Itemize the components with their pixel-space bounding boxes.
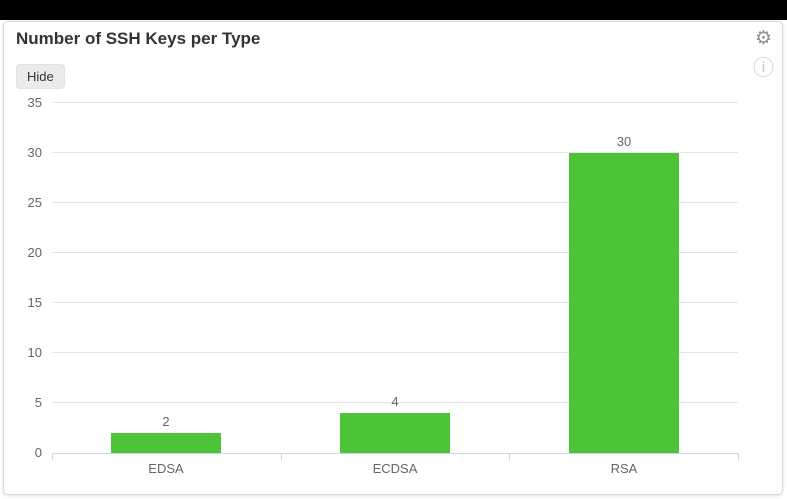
y-gridline: [52, 152, 738, 153]
x-axis-tick: [281, 453, 282, 460]
bar-ecdsa[interactable]: [340, 413, 450, 453]
bar-edsa[interactable]: [111, 433, 221, 453]
y-axis-label: 25: [27, 195, 42, 210]
y-axis-label: 15: [27, 295, 42, 310]
y-axis-label: 0: [34, 445, 42, 460]
x-axis-line: [52, 453, 739, 454]
chart-title: Number of SSH Keys per Type: [16, 29, 261, 48]
x-axis-tick: [52, 453, 53, 460]
info-icon[interactable]: ⓘ: [753, 57, 774, 80]
bar-value-label: 30: [616, 134, 632, 149]
y-gridline: [52, 202, 738, 203]
x-axis-label: EDSA: [148, 461, 184, 476]
x-axis-label: RSA: [610, 461, 638, 476]
y-axis-label: 10: [27, 345, 42, 360]
window-top-bar: [0, 0, 787, 20]
y-gridline: [52, 402, 738, 403]
y-axis-label: 35: [27, 95, 42, 110]
x-axis-tick: [509, 453, 510, 460]
y-gridline: [52, 352, 738, 353]
y-axis-label: 30: [27, 145, 42, 160]
bar-value-label: 2: [162, 414, 170, 429]
gear-icon[interactable]: ⚙: [754, 28, 772, 49]
y-gridline: [52, 252, 738, 253]
y-gridline: [52, 102, 738, 103]
y-axis-label: 20: [27, 245, 42, 260]
bar-rsa[interactable]: [569, 153, 679, 453]
bar-value-label: 4: [391, 394, 399, 409]
y-gridline: [52, 302, 738, 303]
y-axis-label: 5: [34, 395, 42, 410]
hide-button[interactable]: Hide: [16, 64, 65, 89]
x-axis-tick: [738, 453, 739, 460]
x-axis-label: ECDSA: [372, 461, 418, 476]
